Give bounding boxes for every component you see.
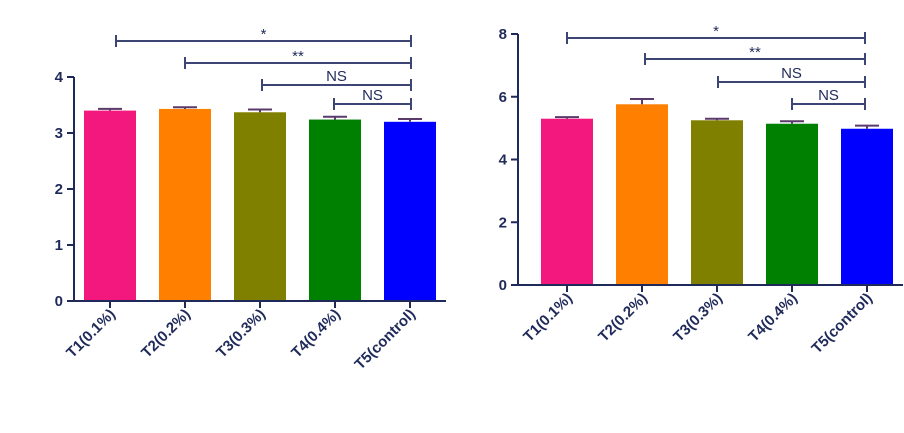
significance-label: NS (781, 65, 802, 82)
y-tick-label: 1 (55, 237, 63, 254)
significance-label: ** (292, 48, 304, 65)
significance-label: NS (818, 87, 839, 104)
significance-label: ** (749, 44, 761, 61)
bar-3 (691, 120, 743, 285)
y-tick-label: 2 (55, 181, 63, 198)
y-tick-label: 0 (499, 277, 507, 294)
y-tick-label: 4 (499, 152, 508, 169)
bar-5 (841, 128, 893, 285)
y-tick-label: 4 (55, 69, 64, 86)
significance-label: NS (326, 68, 347, 85)
bar-5 (384, 121, 436, 301)
y-tick-label: 8 (499, 26, 507, 43)
bar-1 (541, 118, 593, 286)
significance-label: NS (362, 87, 383, 104)
y-tick-label: 2 (499, 214, 507, 231)
y-tick-label: 3 (55, 125, 63, 142)
bar-2 (159, 108, 211, 301)
bar-2 (616, 104, 668, 285)
significance-label: * (713, 23, 719, 40)
bar-4 (309, 119, 361, 301)
bar-3 (234, 112, 286, 301)
y-tick-label: 0 (55, 293, 63, 310)
significance-label: * (261, 26, 267, 43)
y-tick-label: 6 (499, 89, 507, 106)
bar-4 (766, 123, 818, 285)
bar-1 (84, 110, 136, 301)
